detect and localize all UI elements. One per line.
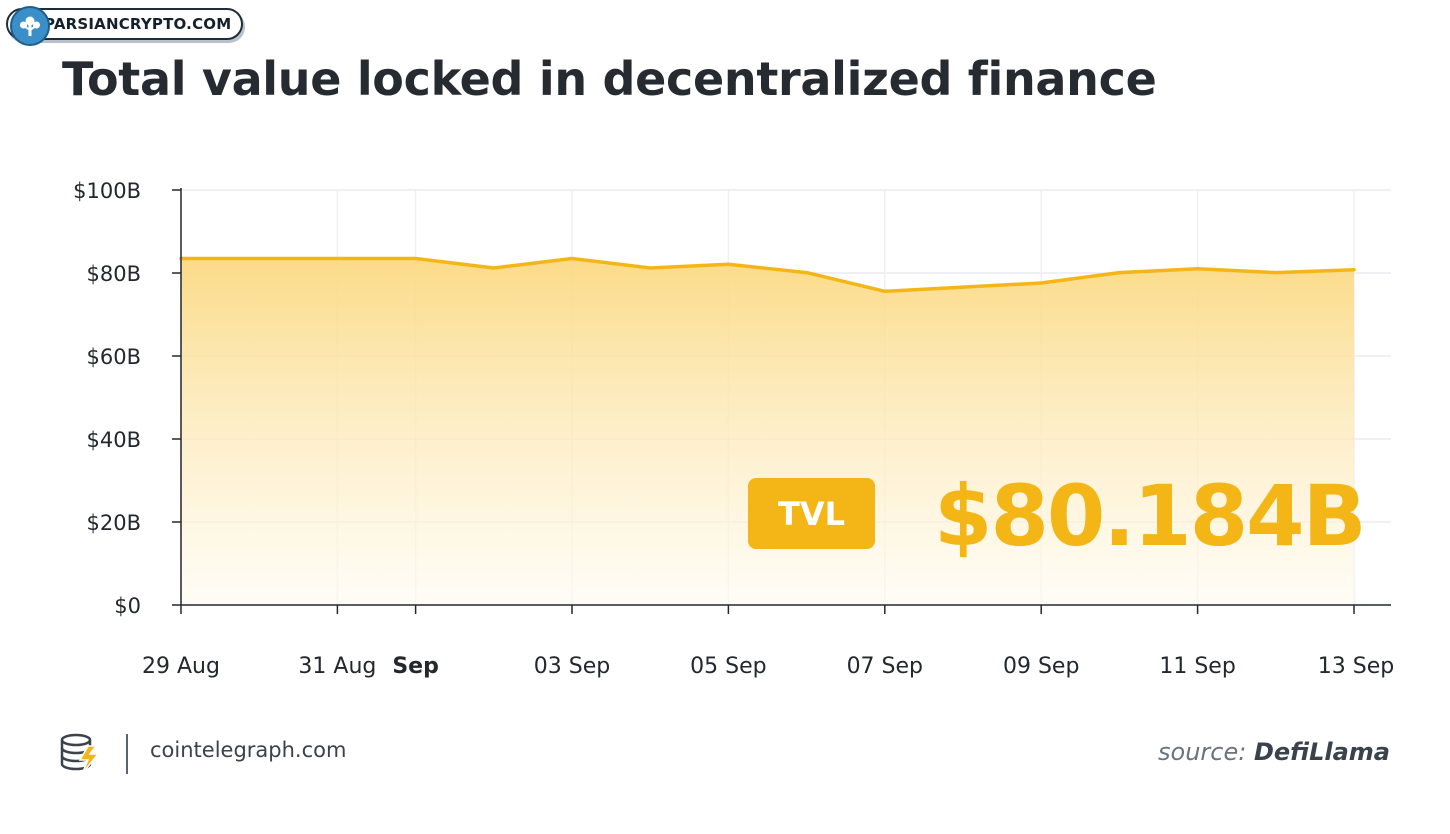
x-axis-ticks: 29 Aug 31 Aug Sep 03 Sep 05 Sep 07 Sep 09 Sep 1… [142,605,1394,679]
x-tick-label: 05 Sep [690,654,766,679]
x-tick-label: 03 Sep [534,654,610,679]
x-tick-label: Sep [392,654,439,679]
tree-icon [10,6,50,46]
footer-source: source: DefiLlama [1158,738,1390,766]
tvl-series-line [179,256,1356,294]
y-tick-label: $40B [87,428,142,452]
x-tick-label: 29 Aug [142,654,220,679]
tvl-badge: TVL [748,478,875,549]
x-tick-label: 11 Sep [1159,654,1235,679]
y-tick-label: $80B [87,262,142,286]
tvl-area-fill [181,258,1354,605]
y-tick-label: $0 [114,594,141,618]
chart-title: Total value locked in decentralized fina… [62,52,1157,106]
footer-divider [126,734,128,774]
axes [180,188,1391,606]
source-prefix: source: [1158,738,1254,766]
tvl-value: $80.184B [934,467,1367,565]
y-axis-ticks: $0 $20B $40B $60B $80B $100B [73,179,181,618]
source-name: DefiLlama [1253,738,1390,766]
y-tick-label: $20B [87,511,142,535]
watermark: PARSIANCRYPTO.COM [6,6,244,46]
x-tick-label: 13 Sep [1318,654,1394,679]
footer-site: cointelegraph.com [150,738,347,762]
x-tick-label: 09 Sep [1003,654,1079,679]
x-tick-label: 07 Sep [847,654,923,679]
x-tick-label: 31 Aug [298,654,376,679]
y-tick-label: $100B [73,179,141,203]
cointelegraph-coins-icon [58,732,106,781]
y-tick-label: $60B [87,345,142,369]
